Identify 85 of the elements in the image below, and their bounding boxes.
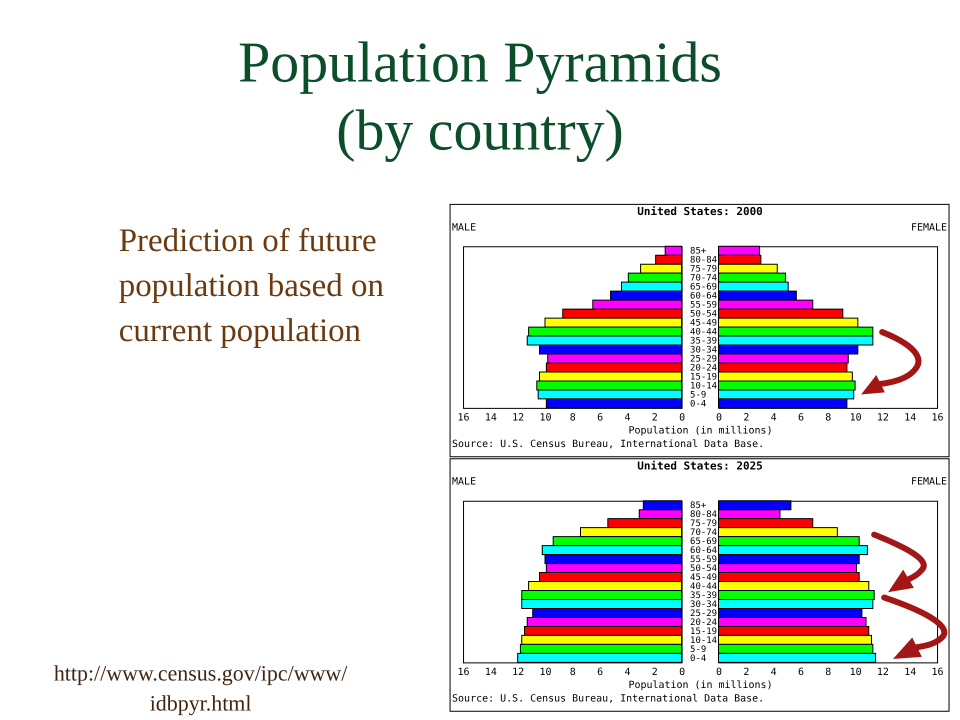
y-tick-label: 5-9: [690, 390, 706, 400]
x-tick-label: 0: [679, 666, 686, 678]
chart-title: United States: 2000: [637, 204, 763, 218]
x-tick-label: 2: [743, 666, 750, 678]
x-tick-label: 10: [850, 666, 862, 678]
text: MALE: [452, 476, 476, 488]
x-tick-label: 0: [679, 412, 686, 424]
x-tick-label: 12: [512, 666, 524, 678]
y-tick-label: 15-19: [690, 372, 718, 382]
y-tick-label: 65-69: [690, 282, 718, 293]
x-tick-label: 8: [570, 412, 576, 424]
x-tick-label: 2: [652, 412, 658, 424]
y-tick-label: 70-74: [690, 528, 718, 538]
text: FEMALE: [911, 476, 948, 488]
y-tick-label: 60-64: [690, 292, 718, 302]
y-tick-label: 10-14: [690, 636, 718, 646]
y-tick-label: 35-39: [690, 591, 718, 602]
y-tick-label: 10-14: [690, 381, 718, 392]
x-tick-label: 16: [458, 666, 470, 678]
x-tick-label: 14: [904, 666, 916, 678]
text: Population Pyramids (by country): [238, 30, 722, 162]
x-tick-label: 6: [798, 666, 804, 678]
y-tick-label: 15-19: [690, 626, 718, 637]
x-tick-label: 8: [825, 666, 832, 678]
text: FEMALE: [911, 222, 948, 234]
x-tick-label: 14: [484, 666, 497, 678]
x-tick-label: 2: [743, 412, 750, 424]
x-tick-label: 16: [932, 666, 944, 678]
y-tick-label: 30-34: [690, 600, 718, 610]
y-tick-label: 20-24: [690, 363, 718, 374]
x-tick-label: 10: [539, 666, 552, 678]
y-tick-label: 60-64: [690, 546, 718, 556]
y-tick-label: 50-54: [690, 564, 718, 574]
x-tick-label: 4: [770, 666, 777, 678]
y-tick-label: 30-34: [690, 346, 718, 356]
x-tick-label: 4: [624, 412, 630, 424]
chart-title: United States: 2025: [637, 459, 763, 472]
y-tick-label: 40-44: [690, 328, 718, 338]
x-tick-label: 8: [825, 412, 832, 424]
source-note: Source: U.S. Census Bureau, International Data Base.: [452, 438, 764, 450]
x-tick-label: 6: [597, 666, 604, 678]
x-tick-label: 12: [876, 412, 889, 424]
y-tick-label: 20-24: [690, 618, 718, 628]
text: MALE: [452, 222, 476, 234]
y-tick-label: 70-74: [690, 274, 718, 284]
x-tick-label: 6: [798, 412, 804, 424]
y-tick-label: 75-79: [690, 264, 718, 275]
x-axis-title: Population (in millions): [628, 425, 773, 436]
y-tick-label: 85+: [690, 246, 707, 257]
x-tick-label: 16: [932, 412, 944, 424]
x-tick-label: 6: [597, 412, 604, 424]
x-tick-label: 14: [904, 412, 916, 424]
x-tick-label: 14: [484, 412, 497, 424]
x-tick-label: 0: [716, 666, 722, 678]
y-tick-label: 45-49: [690, 318, 718, 329]
y-tick-label: 80-84: [690, 256, 718, 266]
y-tick-label: 5-9: [690, 644, 706, 655]
text: http://www.census.gov/ipc/www/idbpyr.html: [54, 660, 348, 716]
x-tick-label: 2: [652, 666, 658, 678]
y-tick-label: 55-59: [690, 555, 718, 566]
source-note: Source: U.S. Census Bureau, International Data Base.: [452, 693, 764, 704]
x-tick-label: 16: [458, 412, 470, 424]
y-tick-label: 80-84: [690, 510, 718, 520]
y-tick-label: 45-49: [690, 573, 718, 584]
y-tick-label: 65-69: [690, 537, 718, 548]
x-tick-label: 0: [716, 412, 722, 424]
y-tick-label: 25-29: [690, 608, 718, 619]
y-tick-label: 55-59: [690, 300, 718, 311]
y-tick-label: 75-79: [690, 519, 718, 530]
y-tick-label: 85+: [690, 501, 707, 512]
x-tick-label: 8: [570, 666, 576, 678]
x-axis-title: Population (in millions): [628, 680, 773, 691]
x-tick-label: 10: [850, 412, 862, 424]
x-tick-label: 4: [624, 666, 630, 678]
y-tick-label: 40-44: [690, 582, 718, 592]
x-tick-label: 12: [512, 412, 524, 424]
x-tick-label: 4: [770, 412, 777, 424]
y-tick-label: 25-29: [690, 354, 718, 364]
y-tick-label: 35-39: [690, 336, 718, 347]
y-tick-label: 0-4: [690, 654, 706, 664]
text: Prediction of future population based on current population: [118, 223, 384, 350]
x-tick-label: 12: [876, 666, 889, 678]
x-tick-label: 10: [539, 412, 552, 424]
y-tick-label: 50-54: [690, 310, 718, 320]
y-tick-label: 0-4: [690, 399, 706, 410]
